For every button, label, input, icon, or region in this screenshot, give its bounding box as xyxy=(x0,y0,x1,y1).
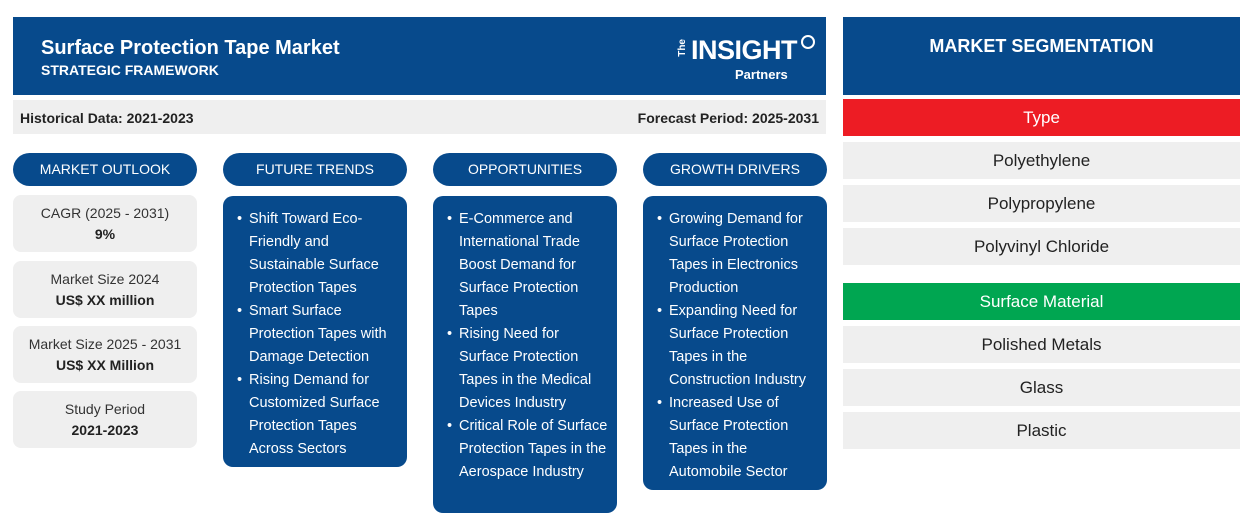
list-item: Expanding Need for Surface Protection Ta… xyxy=(657,300,819,392)
list-item: Shift Toward Eco-Friendly and Sustainabl… xyxy=(237,208,399,300)
future-trends-heading: FUTURE TRENDS xyxy=(223,153,407,186)
forecast-period: Forecast Period: 2025-2031 xyxy=(637,110,819,126)
stat-value: 2021-2023 xyxy=(71,422,139,438)
stat-label: Market Size 2024 xyxy=(50,271,160,287)
logo-partners: Partners xyxy=(735,67,788,82)
list-item: Growing Demand for Surface Protection Ta… xyxy=(657,208,819,300)
stat-label: Market Size 2025 - 2031 xyxy=(28,336,182,352)
segment-item: Plastic xyxy=(843,412,1240,449)
logo-the: The xyxy=(677,39,688,57)
insight-partners-logo: The INSIGHT Partners xyxy=(673,31,815,87)
stat-cagr: CAGR (2025 - 2031) 9% xyxy=(13,195,197,252)
list-item: Rising Need for Surface Protection Tapes… xyxy=(447,323,609,415)
stat-value: US$ XX Million xyxy=(55,357,154,373)
segment-item: Polyvinyl Chloride xyxy=(843,228,1240,265)
report-header: Surface Protection Tape Market STRATEGIC… xyxy=(13,17,826,95)
segment-item: Polypropylene xyxy=(843,185,1240,222)
growth-drivers-heading: GROWTH DRIVERS xyxy=(643,153,827,186)
list-item: Smart Surface Protection Tapes with Dama… xyxy=(237,300,399,369)
period-bar: Historical Data: 2021-2023 Forecast Peri… xyxy=(13,100,826,134)
lightbulb-icon xyxy=(801,35,815,49)
stat-value: US$ XX million xyxy=(55,292,155,308)
list-item: E-Commerce and International Trade Boost… xyxy=(447,208,609,323)
segment-category-type: Type xyxy=(843,99,1240,136)
segment-item: Polyethylene xyxy=(843,142,1240,179)
market-segmentation-heading: MARKET SEGMENTATION xyxy=(843,17,1240,95)
stat-study-period: Study Period 2021-2023 xyxy=(13,391,197,448)
list-item: Critical Role of Surface Protection Tape… xyxy=(447,415,609,484)
logo-insight: INSIGHT xyxy=(691,35,798,65)
opportunities-heading: OPPORTUNITIES xyxy=(433,153,617,186)
growth-drivers-card: Growing Demand for Surface Protection Ta… xyxy=(643,196,827,490)
stat-label: Study Period xyxy=(64,401,146,417)
market-outlook-heading: MARKET OUTLOOK xyxy=(13,153,197,186)
segment-category-surface-material: Surface Material xyxy=(843,283,1240,320)
stat-label: CAGR (2025 - 2031) xyxy=(40,205,170,221)
future-trends-card: Shift Toward Eco-Friendly and Sustainabl… xyxy=(223,196,407,467)
historical-period: Historical Data: 2021-2023 xyxy=(20,110,194,126)
stat-market-size-2024: Market Size 2024 US$ XX million xyxy=(13,261,197,318)
opportunities-card: E-Commerce and International Trade Boost… xyxy=(433,196,617,513)
list-item: Rising Demand for Customized Surface Pro… xyxy=(237,369,399,461)
segment-item: Glass xyxy=(843,369,1240,406)
report-title: Surface Protection Tape Market xyxy=(41,37,340,59)
report-subtitle: STRATEGIC FRAMEWORK xyxy=(41,62,219,78)
stat-market-size-forecast: Market Size 2025 - 2031 US$ XX Million xyxy=(13,326,197,383)
list-item: Increased Use of Surface Protection Tape… xyxy=(657,392,819,484)
segment-item: Polished Metals xyxy=(843,326,1240,363)
stat-value: 9% xyxy=(94,226,116,242)
